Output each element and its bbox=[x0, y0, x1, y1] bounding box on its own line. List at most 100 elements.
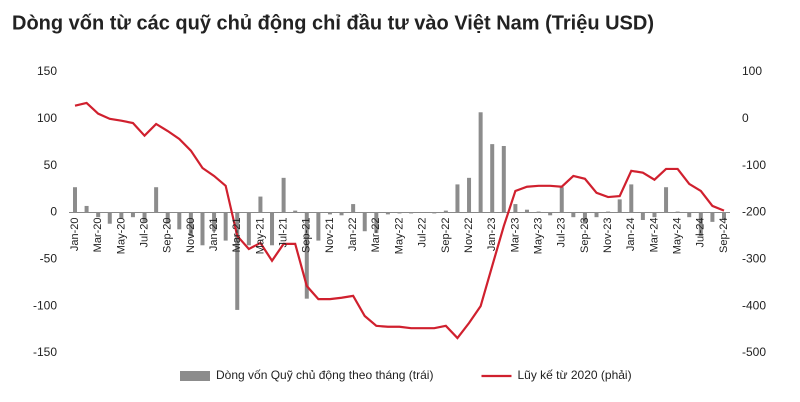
legend-swatch bbox=[180, 371, 210, 381]
bar bbox=[409, 212, 414, 214]
x-tick-label: Mar-23 bbox=[509, 218, 521, 253]
x-tick-label: May-23 bbox=[532, 218, 544, 255]
bar bbox=[246, 212, 251, 246]
x-tick-label: May-20 bbox=[115, 218, 127, 255]
x-tick-label: May-22 bbox=[393, 218, 405, 255]
x-tick-label: Jan-21 bbox=[208, 218, 220, 252]
bar bbox=[722, 212, 726, 220]
x-tick-label: Jan-23 bbox=[486, 218, 498, 252]
bar bbox=[374, 212, 379, 234]
bar bbox=[177, 212, 182, 230]
bar bbox=[501, 145, 506, 213]
bar bbox=[559, 187, 564, 213]
bar bbox=[223, 212, 228, 241]
bar bbox=[478, 112, 483, 213]
bar bbox=[84, 205, 89, 213]
x-tick-label: Nov-23 bbox=[602, 218, 614, 253]
bar bbox=[96, 212, 101, 218]
bar bbox=[339, 212, 344, 216]
x-tick-label: Mar-22 bbox=[370, 218, 382, 253]
bar bbox=[293, 210, 298, 213]
y-tick-label: -150 bbox=[33, 345, 57, 359]
bar bbox=[536, 211, 541, 213]
bar bbox=[490, 144, 495, 213]
bar bbox=[652, 212, 657, 218]
bar bbox=[258, 196, 263, 213]
bar bbox=[235, 212, 240, 310]
bar bbox=[687, 212, 692, 218]
legend-label: Lũy kế từ 2020 (phải) bbox=[517, 368, 631, 382]
y-tick-label: 50 bbox=[44, 158, 58, 172]
x-tick-label: Jan-22 bbox=[347, 218, 359, 252]
x-tick-label: Nov-22 bbox=[463, 218, 475, 253]
x-tick-label: Sep-21 bbox=[301, 218, 313, 253]
bar bbox=[710, 212, 715, 222]
bar bbox=[467, 177, 472, 213]
bar bbox=[385, 212, 390, 215]
bar bbox=[165, 212, 170, 224]
x-tick-label: Jul-22 bbox=[417, 218, 429, 248]
bar bbox=[443, 210, 448, 213]
bar bbox=[432, 212, 437, 214]
bar bbox=[548, 212, 553, 216]
bar bbox=[698, 212, 703, 236]
y2-tick-label: -100 bbox=[742, 158, 766, 172]
bar bbox=[582, 212, 587, 224]
x-tick-label: Nov-20 bbox=[185, 218, 197, 253]
y2-tick-label: -300 bbox=[742, 252, 766, 266]
y-tick-label: 100 bbox=[37, 111, 57, 125]
bar bbox=[571, 212, 576, 218]
x-tick-label: Jul-20 bbox=[138, 218, 150, 248]
bar bbox=[351, 204, 356, 213]
bar bbox=[154, 187, 159, 213]
bar bbox=[281, 177, 286, 213]
y-tick-label: -100 bbox=[33, 298, 57, 312]
x-tick-label: Jul-24 bbox=[695, 218, 707, 248]
x-tick-label: Jul-21 bbox=[278, 218, 290, 248]
x-tick-label: Sep-22 bbox=[440, 218, 452, 253]
line bbox=[74, 101, 725, 340]
y-tick-label: 150 bbox=[37, 64, 57, 78]
x-tick-label: Sep-20 bbox=[162, 218, 174, 253]
x-tick-label: May-24 bbox=[672, 218, 684, 255]
bar bbox=[327, 212, 332, 215]
bar bbox=[524, 209, 529, 213]
bar bbox=[304, 212, 309, 299]
y2-tick-label: 100 bbox=[742, 64, 762, 78]
x-tick-label: Jan-20 bbox=[69, 218, 81, 252]
bar bbox=[316, 212, 321, 241]
bar bbox=[513, 204, 518, 213]
bar bbox=[107, 212, 112, 224]
bar bbox=[212, 212, 217, 232]
bar bbox=[675, 211, 680, 213]
y2-tick-label: -400 bbox=[742, 298, 766, 312]
x-tick-label: Sep-23 bbox=[579, 218, 591, 253]
x-tick-label: Mar-21 bbox=[231, 218, 243, 253]
x-tick-label: Nov-21 bbox=[324, 218, 336, 253]
y2-tick-label: -200 bbox=[742, 205, 766, 219]
bar bbox=[119, 212, 124, 219]
x-tick-label: May-21 bbox=[254, 218, 266, 255]
bar bbox=[200, 212, 205, 246]
bar bbox=[362, 212, 367, 232]
bar bbox=[640, 212, 645, 220]
bar bbox=[629, 184, 634, 213]
y2-tick-label: -500 bbox=[742, 345, 766, 359]
chart-title: Dòng vốn từ các quỹ chủ động chỉ đầu tư … bbox=[12, 12, 654, 34]
x-tick-label: Mar-24 bbox=[648, 218, 660, 253]
bar bbox=[606, 211, 611, 213]
y-tick-label: 0 bbox=[50, 205, 57, 219]
y-tick-label: -50 bbox=[40, 252, 58, 266]
x-tick-label: Mar-20 bbox=[92, 218, 104, 253]
bar bbox=[270, 212, 275, 246]
y2-tick-label: 0 bbox=[742, 111, 749, 125]
x-tick-label: Sep-24 bbox=[718, 218, 730, 253]
bar bbox=[617, 199, 622, 213]
bar bbox=[142, 212, 147, 222]
bar bbox=[455, 184, 460, 213]
legend-label: Dòng vốn Quỹ chủ động theo tháng (trái) bbox=[216, 368, 433, 382]
bar bbox=[397, 212, 402, 214]
x-tick-label: Jan-24 bbox=[625, 218, 637, 252]
bar bbox=[188, 212, 193, 236]
